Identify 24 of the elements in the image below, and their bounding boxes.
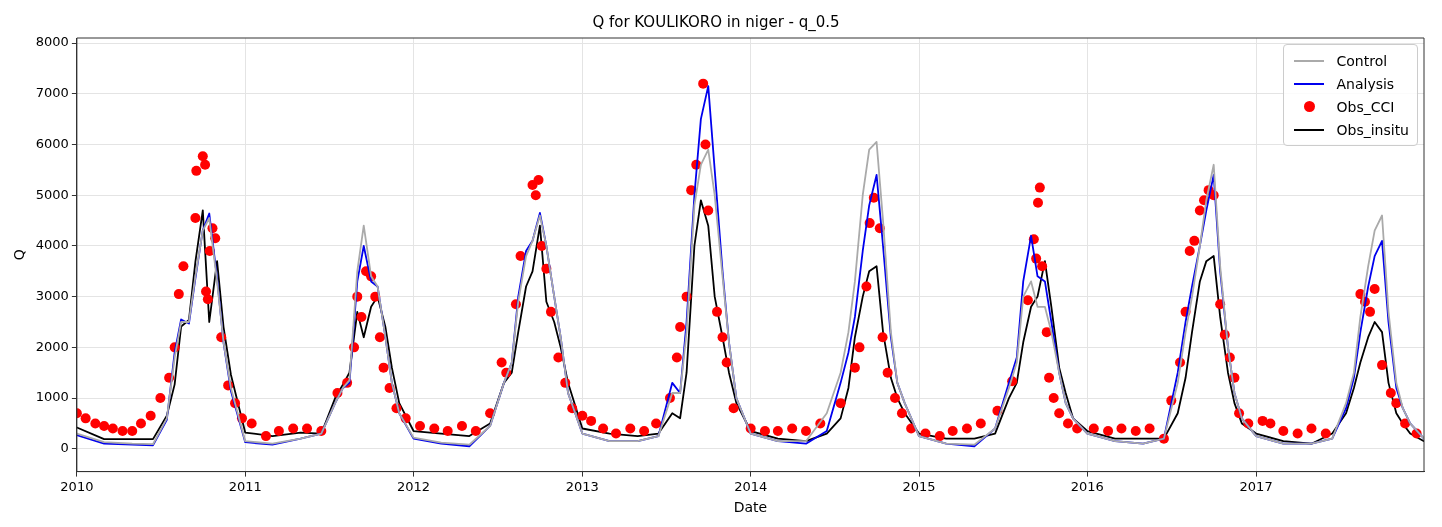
y-tick-label: 4000 xyxy=(35,237,69,253)
y-axis-title: Q xyxy=(11,249,28,261)
chart-title: Q for KOULIKORO in niger - q_0.5 xyxy=(592,12,840,32)
y-tick-label: 2000 xyxy=(35,338,69,354)
x-tick-label: 2011 xyxy=(228,478,262,494)
y-tick-label: 8000 xyxy=(35,34,69,50)
y-tick-label: 7000 xyxy=(35,85,69,101)
y-tick-label: 1000 xyxy=(35,389,69,405)
legend-label: Analysis xyxy=(1336,75,1395,92)
legend-label: Obs_insitu xyxy=(1336,121,1409,138)
x-tick-label: 2017 xyxy=(1239,478,1273,494)
x-tick-label: 2016 xyxy=(1070,478,1104,494)
x-axis-title: Date xyxy=(733,499,768,516)
x-tick-label: 2013 xyxy=(565,478,599,494)
y-tick-label: 0 xyxy=(60,440,69,456)
y-tick-label: 6000 xyxy=(35,135,69,151)
x-tick-label: 2014 xyxy=(734,478,768,494)
y-tick-label: 3000 xyxy=(35,288,69,304)
legend-label: Obs_CCI xyxy=(1336,98,1395,115)
y-tick-label: 5000 xyxy=(35,186,69,202)
x-tick-label: 2015 xyxy=(902,478,936,494)
x-tick-label: 2012 xyxy=(397,478,431,494)
legend-label: Control xyxy=(1336,52,1388,69)
x-tick-label: 2010 xyxy=(60,478,94,494)
